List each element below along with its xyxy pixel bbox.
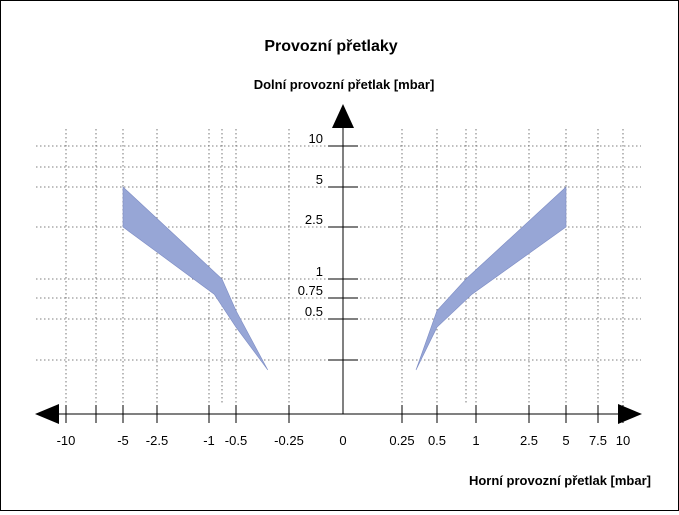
x-tick-label: -1 [203,433,215,448]
x-axis-title: Horní provozní přetlak [mbar] [469,473,651,488]
x-tick-label: 1 [472,433,479,448]
x-tick-label: 5 [562,433,569,448]
x-tick-label: 0 [339,433,346,448]
y-axis-up-arrow [332,104,354,128]
x-tick-label: -10 [57,433,76,448]
x-tick-label: 7.5 [589,433,607,448]
y-tick-label: 10 [309,131,323,146]
y-tick-label: 1 [316,264,323,279]
y-tick-label: 5 [316,172,323,187]
chart-title: Provozní přetlaky [264,38,397,55]
x-tick-label: 2.5 [520,433,538,448]
x-tick-label: -2.5 [146,433,168,448]
x-axis-right-arrow [618,404,642,424]
x-tick-label: 0.25 [389,433,414,448]
y-tick-label: 2.5 [305,212,323,227]
y-tick-label: 0.75 [298,283,323,298]
ticks: -10 -5 -2.5 -1 -0.5 -0.25 0 0.25 0.5 1 2.5 5 7.5 1010… [57,131,631,448]
operating-range-band [415,186,567,371]
operating-range-band [122,186,269,371]
x-tick-label: -0.5 [225,433,247,448]
y-axis-title: Dolní provozní přetlak [mbar] [254,77,435,92]
x-axis-left-arrow [35,404,59,424]
x-tick-label: -5 [117,433,129,448]
grid [36,129,641,404]
data-bands [122,186,567,371]
x-tick-label: 0.5 [428,433,446,448]
y-tick-label: 0.5 [305,304,323,319]
x-tick-label: 10 [616,433,630,448]
x-tick-label: -0.25 [274,433,304,448]
axes [35,104,642,424]
